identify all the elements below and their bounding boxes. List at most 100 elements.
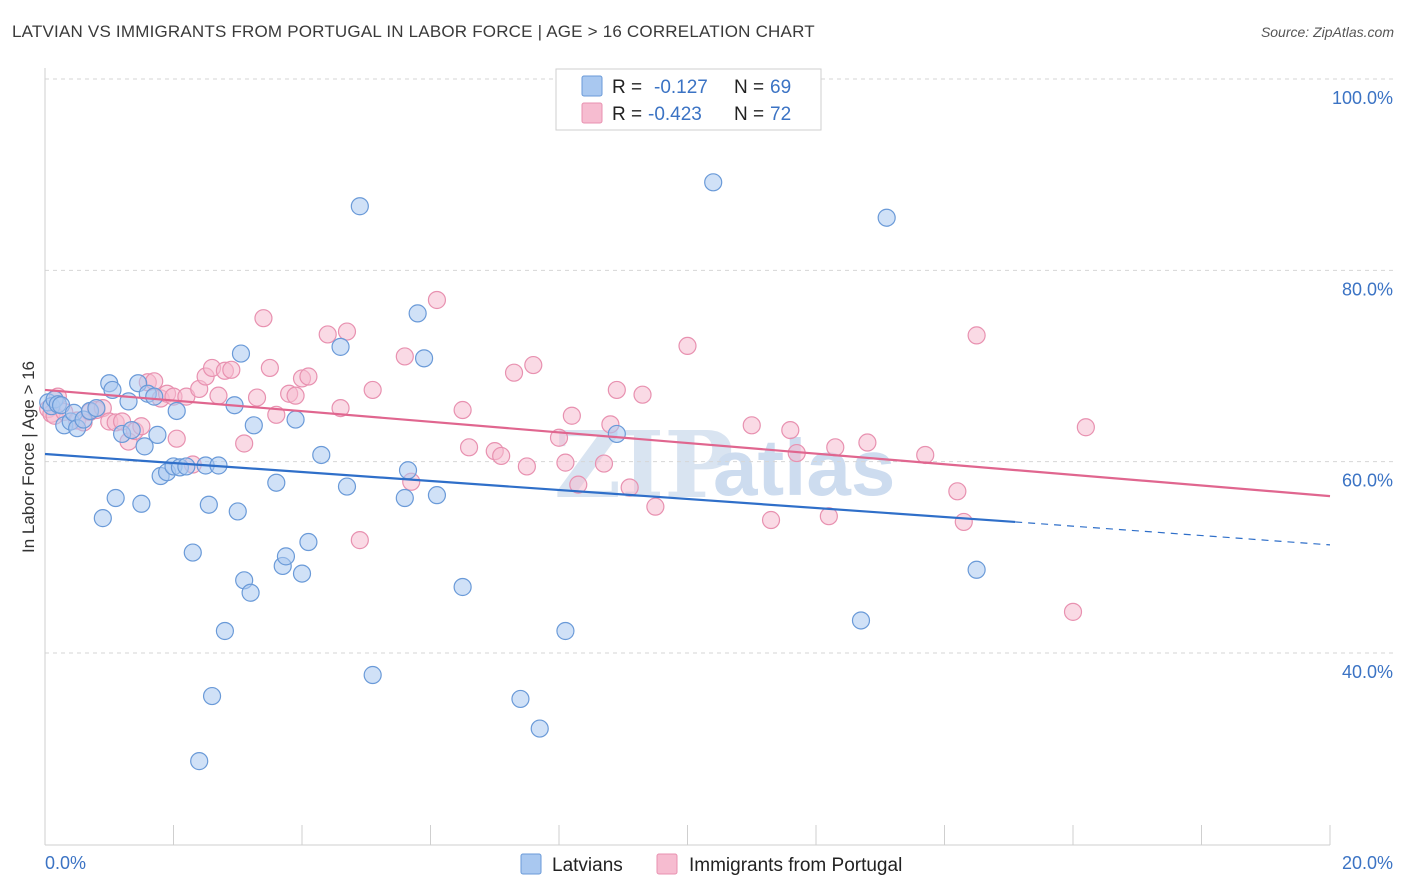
data-point-portugal — [453, 400, 472, 420]
data-point-latvians — [299, 532, 318, 552]
data-point-portugal — [1076, 418, 1095, 437]
chart-title: LATVIAN VS IMMIGRANTS FROM PORTUGAL IN L… — [12, 22, 815, 41]
data-point-portugal — [569, 475, 588, 494]
data-point-portugal — [819, 507, 838, 526]
data-point-portugal — [742, 416, 761, 435]
data-point-latvians — [215, 621, 234, 641]
bottom-legend-latvians: Latvians — [552, 855, 623, 876]
data-point-portugal — [247, 388, 267, 407]
data-point-latvians — [607, 424, 626, 444]
data-point-latvians — [556, 621, 575, 641]
data-point-portugal — [492, 446, 511, 466]
data-point-latvians — [331, 337, 350, 356]
legend-r-label: R = — [612, 77, 642, 98]
data-point-latvians — [414, 349, 434, 368]
data-point-latvians — [190, 752, 209, 771]
data-point-latvians — [427, 486, 447, 505]
legend-n-label: N = — [734, 104, 764, 125]
data-point-latvians — [286, 410, 305, 429]
y-tick-label: 40.0% — [1342, 662, 1393, 682]
data-point-portugal — [633, 385, 652, 404]
data-point-latvians — [148, 425, 167, 444]
legend-r-value-portugal: -0.423 — [648, 104, 702, 125]
y-tick-label: 60.0% — [1342, 471, 1393, 491]
trend-line-portugal — [44, 388, 1331, 498]
data-point-latvians — [244, 416, 263, 435]
data-point-latvians — [183, 543, 202, 562]
data-point-latvians — [135, 437, 154, 456]
legend-r-value-latvians: -0.127 — [654, 77, 708, 98]
data-point-portugal — [235, 434, 254, 453]
data-point-latvians — [877, 208, 896, 227]
data-point-portugal — [967, 326, 986, 345]
legend-n-value-portugal: 72 — [770, 104, 791, 125]
data-point-portugal — [254, 309, 273, 328]
data-point-portugal — [562, 406, 581, 425]
data-point-latvians — [231, 344, 251, 363]
data-point-portugal — [556, 453, 575, 472]
data-point-latvians — [241, 583, 260, 602]
data-point-portugal — [517, 457, 536, 476]
bottom-legend-swatch-portugal — [656, 853, 678, 875]
data-point-portugal — [395, 347, 414, 366]
axes — [44, 68, 1331, 846]
data-point-portugal — [504, 363, 524, 382]
data-point-latvians — [276, 547, 296, 566]
legend: R = -0.127 N = 69 R = -0.423 N = 72 — [555, 68, 822, 131]
data-point-latvians — [202, 686, 222, 706]
data-point-portugal — [916, 445, 935, 465]
data-point-latvians — [395, 488, 414, 508]
y-tick-label: 100.0% — [1332, 88, 1393, 108]
data-point-portugal — [646, 497, 665, 516]
data-point-latvians — [967, 560, 986, 579]
data-point-portugal — [678, 336, 697, 356]
data-point-portugal — [337, 322, 357, 341]
y-tick-label: 80.0% — [1342, 279, 1393, 299]
source-label: Source: ZipAtlas.com — [1260, 24, 1394, 40]
data-point-portugal — [1063, 602, 1083, 621]
data-point-portugal — [427, 290, 447, 310]
legend-swatch-portugal — [581, 102, 603, 124]
data-point-latvians — [350, 197, 369, 216]
data-point-latvians — [267, 473, 286, 492]
y-tick-labels: 40.0% 60.0% 80.0% 100.0% — [1332, 88, 1393, 682]
data-point-latvians — [312, 445, 331, 465]
data-point-portugal — [858, 433, 877, 452]
grid-lines — [45, 78, 1393, 654]
legend-n-value-latvians: 69 — [770, 77, 791, 98]
legend-n-label: N = — [734, 77, 764, 98]
x-tick-label: 20.0% — [1342, 853, 1393, 873]
legend-swatch-latvians — [581, 75, 603, 97]
bottom-legend-swatch-latvians — [520, 853, 542, 875]
data-point-portugal — [524, 355, 543, 375]
data-point-latvians — [408, 304, 427, 323]
data-point-portugal — [954, 512, 973, 532]
series-immigrants-from-portugal — [39, 290, 1095, 621]
data-point-latvians — [167, 401, 186, 421]
data-point-portugal — [318, 325, 337, 344]
data-point-portugal — [594, 454, 614, 473]
data-point-latvians — [398, 461, 418, 480]
data-point-portugal — [363, 380, 382, 400]
data-point-portugal — [459, 438, 479, 457]
data-point-portugal — [209, 386, 228, 405]
data-point-portugal — [267, 405, 286, 424]
data-point-latvians — [453, 577, 472, 597]
bottom-legend-portugal: Immigrants from Portugal — [689, 855, 902, 876]
trend-lines — [44, 388, 1331, 546]
data-point-latvians — [363, 665, 382, 685]
data-point-latvians — [228, 502, 247, 521]
data-point-portugal — [222, 360, 241, 379]
data-point-latvians — [145, 387, 164, 406]
data-point-portugal — [286, 386, 305, 405]
data-point-latvians — [511, 689, 530, 709]
data-point-latvians — [106, 488, 125, 508]
data-point-latvians — [292, 564, 312, 583]
x-tick-label: 0.0% — [45, 853, 86, 873]
data-point-latvians — [177, 457, 196, 476]
data-point-portugal — [167, 429, 186, 448]
data-point-portugal — [826, 438, 845, 457]
x-tick-labels: 0.0% 20.0% — [45, 853, 1393, 873]
data-point-latvians — [704, 173, 723, 192]
data-point-latvians — [87, 398, 106, 418]
